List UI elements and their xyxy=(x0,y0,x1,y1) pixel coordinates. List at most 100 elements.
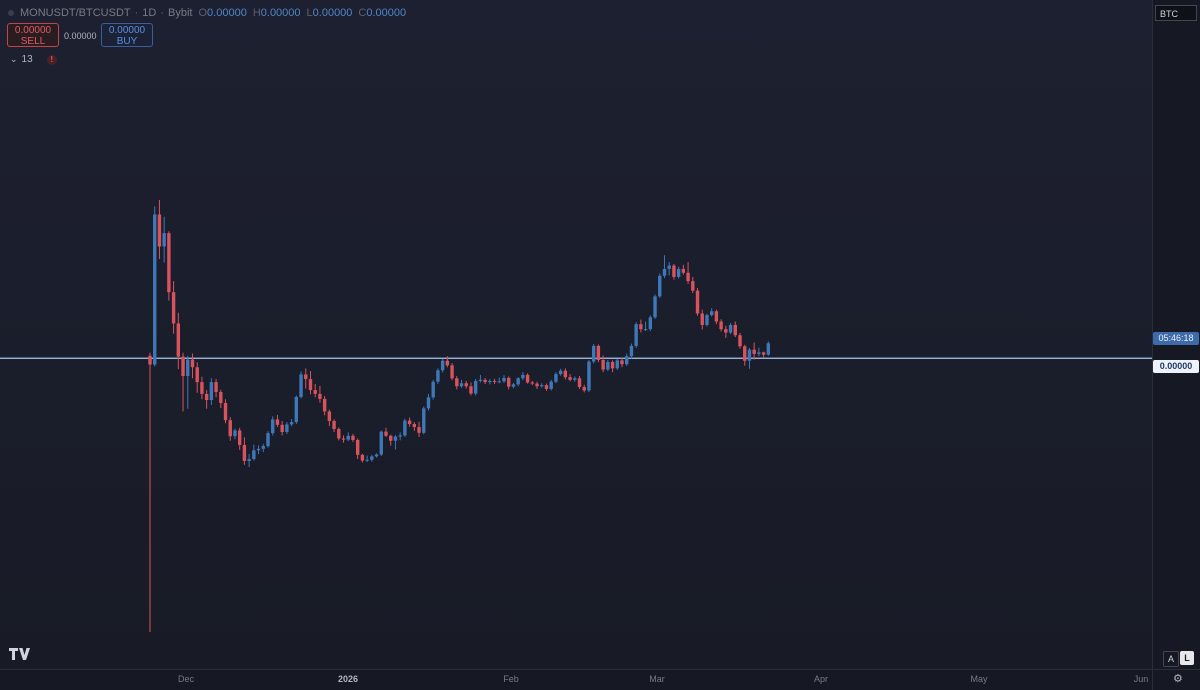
candle-body xyxy=(563,370,568,378)
candle-body xyxy=(695,290,700,314)
buy-button[interactable]: 0.00000 BUY xyxy=(101,23,153,47)
candle xyxy=(582,384,586,393)
candle-body xyxy=(374,454,379,457)
candle xyxy=(223,399,228,424)
candle xyxy=(148,352,152,632)
candle-body xyxy=(214,382,218,392)
candle xyxy=(275,414,280,428)
candle-body xyxy=(422,408,426,433)
candle xyxy=(355,438,360,460)
candle xyxy=(672,264,676,280)
candle xyxy=(455,376,459,390)
candle xyxy=(153,206,157,367)
candle xyxy=(440,358,445,373)
candle-body xyxy=(473,380,478,394)
candle-body xyxy=(379,431,383,455)
candle xyxy=(157,200,162,260)
candle-body xyxy=(686,272,690,282)
candle xyxy=(285,422,289,434)
visibility-dot-icon[interactable] xyxy=(8,10,14,16)
buy-price: 0.00000 xyxy=(108,25,146,36)
time-scale[interactable]: Dec 2026 Feb Mar Apr May Jun xyxy=(0,669,1152,690)
interval-label[interactable]: 1D xyxy=(142,7,157,19)
candlestick-chart[interactable] xyxy=(0,0,1152,669)
candle-body xyxy=(176,323,181,357)
currency-label[interactable]: BTC xyxy=(1155,5,1197,21)
candle-body xyxy=(242,444,247,461)
candle xyxy=(459,379,464,388)
candle-body xyxy=(497,381,501,383)
candle xyxy=(233,428,237,440)
candle-body xyxy=(275,419,280,425)
candle xyxy=(271,416,275,436)
log-scale-button[interactable]: L xyxy=(1180,651,1194,665)
candle xyxy=(747,347,752,369)
candle xyxy=(596,344,601,363)
indicators-toggle[interactable]: ⌄ 13 ! xyxy=(10,54,57,65)
symbol-name[interactable]: MONUSDT/BTCUSDT xyxy=(20,7,131,19)
candle xyxy=(426,393,431,411)
candle xyxy=(757,347,761,357)
candle xyxy=(365,455,369,463)
candle-body xyxy=(544,385,549,389)
alert-icon[interactable]: ! xyxy=(46,54,57,65)
candle-body xyxy=(436,370,440,382)
candle-body xyxy=(412,424,417,428)
candle-body xyxy=(186,359,190,376)
candle-body xyxy=(271,419,275,434)
candle-body xyxy=(747,349,752,361)
candle-body xyxy=(351,435,355,440)
candle-body xyxy=(610,361,615,369)
time-label-feb: Feb xyxy=(503,674,519,684)
candle xyxy=(167,231,171,301)
candle-body xyxy=(289,422,294,425)
candle xyxy=(266,431,270,448)
candle-body xyxy=(304,374,308,380)
candle-body xyxy=(648,317,653,330)
candle xyxy=(256,445,261,455)
gear-icon[interactable]: ⚙ xyxy=(1173,673,1183,685)
candle xyxy=(327,409,332,426)
candle-body xyxy=(469,386,473,394)
candle-body xyxy=(662,268,667,276)
candle xyxy=(591,344,596,364)
candle xyxy=(341,435,346,443)
candle xyxy=(502,375,506,383)
candle xyxy=(422,406,426,435)
candle-body xyxy=(209,382,214,400)
candle-body xyxy=(332,420,336,429)
tradingview-logo-icon[interactable] xyxy=(9,647,31,664)
time-label-may: May xyxy=(970,674,988,684)
candle xyxy=(643,321,648,332)
low-value: 0.00000 xyxy=(312,7,353,19)
candle-body xyxy=(223,403,228,421)
candle-body xyxy=(308,379,313,391)
candle-body xyxy=(573,378,577,380)
candle xyxy=(417,421,421,437)
candle xyxy=(573,376,577,382)
candle xyxy=(483,377,487,384)
candle-body xyxy=(417,427,421,433)
candle-body xyxy=(516,378,520,385)
sell-label: SELL xyxy=(20,36,46,47)
candle-body xyxy=(568,377,572,380)
candle xyxy=(351,433,355,442)
auto-scale-button[interactable]: A xyxy=(1163,651,1179,667)
candle xyxy=(558,368,563,376)
candle xyxy=(431,379,435,400)
chevron-down-icon[interactable]: ⌄ xyxy=(10,54,18,64)
candle xyxy=(403,418,407,437)
candle-body xyxy=(195,367,199,383)
sell-button[interactable]: 0.00000 SELL xyxy=(7,23,59,47)
candle xyxy=(610,360,615,373)
candle xyxy=(554,372,558,384)
candle xyxy=(662,255,667,279)
candle xyxy=(676,266,681,279)
candle xyxy=(743,344,747,366)
exchange-label: Bybit xyxy=(168,7,193,19)
candle xyxy=(247,454,251,468)
open-value: 0.00000 xyxy=(207,7,247,19)
candle-body xyxy=(403,420,407,436)
